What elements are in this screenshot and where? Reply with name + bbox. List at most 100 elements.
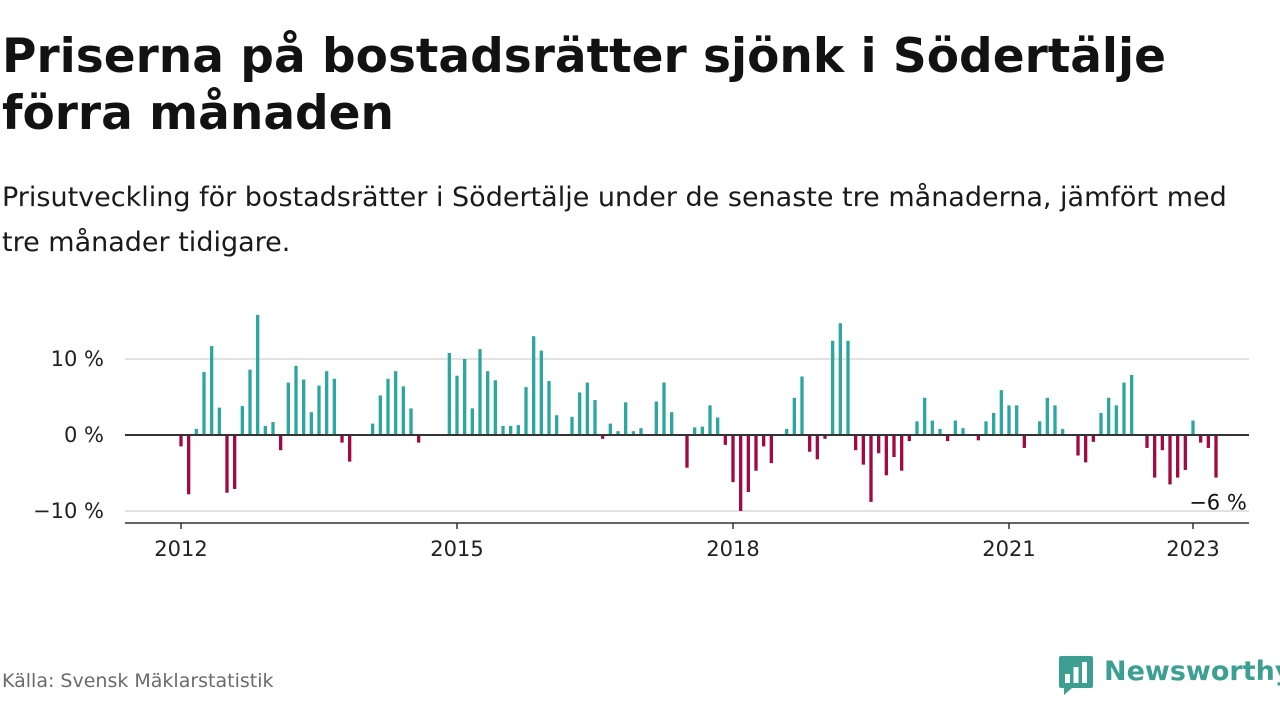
x-tick-label: 2023 [1166,537,1219,561]
bar-layer [179,314,1218,511]
data-bar [1130,374,1134,435]
data-bar [271,422,275,435]
data-bar [624,402,628,435]
data-bar [685,435,689,468]
data-bar [279,435,283,451]
data-bar [1084,435,1088,463]
data-bar [808,435,812,452]
data-bar [869,435,873,502]
data-bar [1114,405,1118,435]
data-bar [953,420,957,435]
data-bar [946,435,950,442]
data-bar [578,392,582,435]
data-bar [792,397,796,435]
data-bar [800,376,804,435]
data-bar [555,415,559,435]
data-bar [447,352,451,435]
data-bar [1153,435,1157,478]
data-bar [616,431,620,435]
data-bar [739,435,743,511]
data-bar [210,346,214,435]
data-bar [516,425,520,435]
data-bar [1099,412,1103,435]
data-bar [601,435,605,439]
data-bar [1176,435,1180,478]
data-bar [999,390,1003,435]
x-tick-label: 2018 [706,537,759,561]
data-bar [302,379,306,435]
chart-subtitle: Prisutveckling för bostadsrätter i Söder… [2,182,1227,258]
data-bar [309,412,313,435]
data-bar [631,431,635,435]
data-bar [1045,397,1049,435]
data-bar [976,435,980,441]
data-bar [854,435,858,451]
data-bar [907,435,911,442]
data-bar [716,417,720,435]
data-bar [1107,397,1111,435]
data-bar [892,435,896,458]
data-bar [1061,428,1065,435]
data-bar [1160,435,1164,451]
data-bar [1091,435,1095,442]
data-bar [831,340,835,435]
data-bar [340,435,344,443]
y-tick-label: 10 % [51,347,104,371]
data-bar [815,435,819,460]
data-bar [570,416,574,435]
data-bar [823,435,827,439]
data-bar [984,421,988,435]
bar-chart-logo-icon [1059,656,1093,695]
data-bar [325,371,329,435]
data-bar [846,340,850,435]
data-bar [877,435,881,454]
chart-title: Priserna på bostadsrätter sjönk i Södert… [2,29,1167,141]
data-bar [463,359,467,435]
data-bar [654,401,658,435]
data-bar [256,314,260,435]
data-bar [493,380,497,435]
data-bar [670,412,674,435]
data-bar [700,426,704,435]
data-bar [930,420,934,435]
data-bar [1199,435,1203,443]
data-bar [455,375,459,435]
data-bar [478,349,482,435]
data-bar [915,421,919,435]
last-value-label: −6 % [1189,491,1247,515]
data-bar [708,405,712,435]
source-credit: Källa: Svensk Mäklarstatistik [2,670,274,692]
data-bar [723,435,727,445]
bar-chart: 10 % 0 % −10 % 2012 2015 2018 2021 2023 −6 % [33,314,1249,561]
data-bar [1122,382,1126,435]
data-bar [923,397,927,435]
x-tick-label: 2021 [982,537,1035,561]
data-bar [961,428,965,435]
data-bar [731,435,735,483]
data-bar [524,387,528,435]
data-bar [179,435,183,447]
data-bar [539,350,543,435]
data-bar [248,369,252,435]
data-bar [263,425,267,435]
data-bar [294,365,298,435]
data-bar [225,435,229,493]
data-bar [409,408,413,435]
data-bar [938,428,942,435]
data-bar [608,423,612,435]
data-bar [1206,435,1210,448]
data-bar [470,408,474,435]
grid-layer [125,358,1249,512]
data-bar [639,428,643,435]
data-bar [769,435,773,464]
data-bar [762,435,766,447]
data-bar [693,427,697,435]
data-bar [1145,435,1149,448]
data-bar [386,378,390,435]
data-bar [417,435,421,443]
data-bar [785,428,789,435]
data-bar [394,371,398,435]
data-bar [317,385,321,435]
data-bar [371,423,375,435]
data-bar [838,323,842,435]
